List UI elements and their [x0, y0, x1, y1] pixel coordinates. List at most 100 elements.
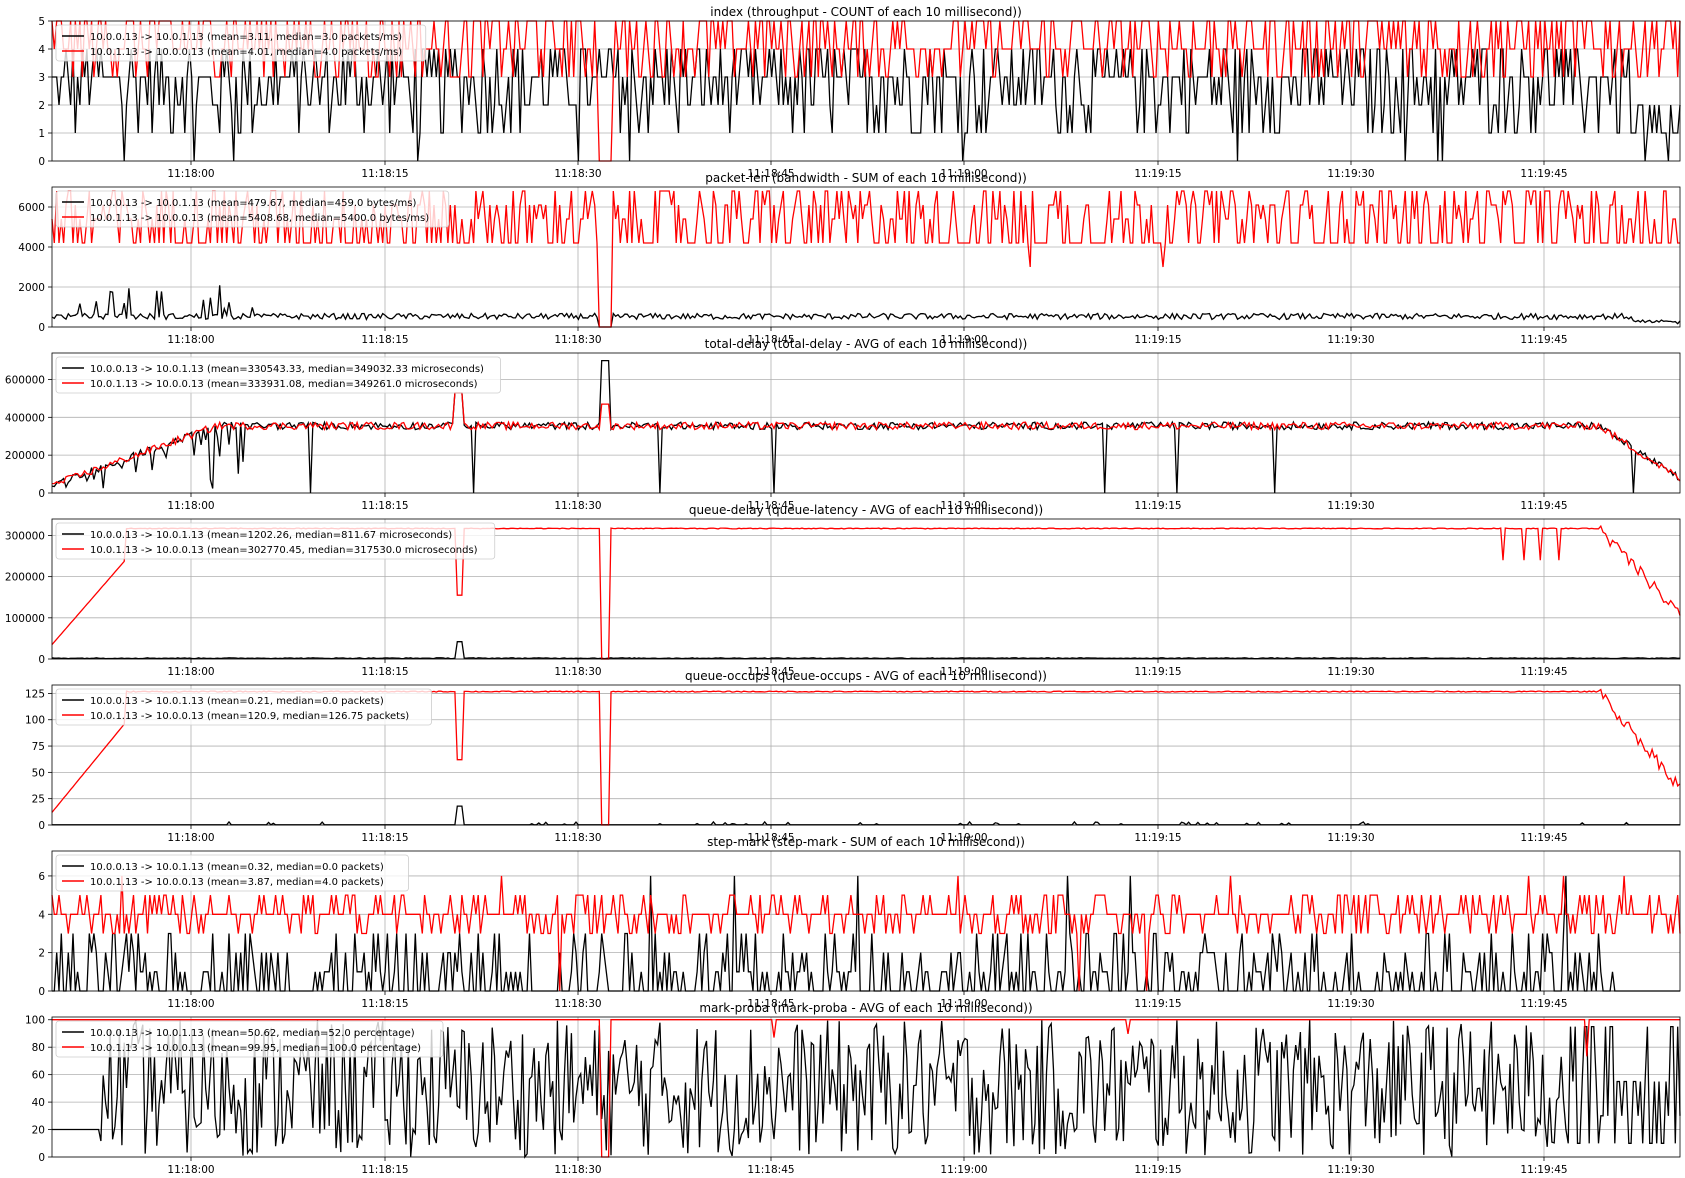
- x-tick-label: 11:18:30: [554, 168, 601, 180]
- x-tick-label: 11:19:15: [1134, 500, 1181, 512]
- y-tick-label: 0: [38, 986, 45, 998]
- y-tick-label: 25: [32, 794, 45, 806]
- y-tick-label: 0: [38, 820, 45, 832]
- x-tick-label: 11:18:30: [554, 1164, 601, 1176]
- x-tick-label: 11:19:15: [1134, 666, 1181, 678]
- x-tick-label: 11:19:45: [1520, 500, 1567, 512]
- legend: 10.0.0.13 -> 10.0.1.13 (mean=330543.33, …: [56, 357, 501, 393]
- x-tick-label: 11:19:00: [940, 1164, 987, 1176]
- x-tick-label: 11:19:45: [1520, 1164, 1567, 1176]
- legend: 10.0.0.13 -> 10.0.1.13 (mean=3.11, media…: [56, 25, 426, 61]
- y-tick-label: 0: [38, 322, 45, 334]
- x-tick-label: 11:19:30: [1327, 1164, 1374, 1176]
- legend-label-2: 10.0.1.13 -> 10.0.0.13 (mean=99.95, medi…: [90, 1043, 421, 1054]
- x-tick-label: 11:18:30: [554, 998, 601, 1010]
- subplot-title: mark-proba (mark-proba - AVG of each 10 …: [699, 1001, 1032, 1015]
- y-tick-label: 300000: [5, 530, 45, 542]
- legend-label-2: 10.0.1.13 -> 10.0.0.13 (mean=120.9, medi…: [90, 711, 409, 722]
- legend: 10.0.0.13 -> 10.0.1.13 (mean=479.67, med…: [56, 191, 449, 227]
- y-tick-label: 75: [32, 741, 45, 753]
- x-tick-label: 11:18:45: [747, 1164, 794, 1176]
- x-tick-label: 11:19:45: [1520, 666, 1567, 678]
- x-tick-label: 11:19:15: [1134, 832, 1181, 844]
- x-tick-label: 11:19:15: [1134, 1164, 1181, 1176]
- x-tick-label: 11:18:30: [554, 666, 601, 678]
- x-tick-label: 11:19:45: [1520, 334, 1567, 346]
- y-tick-label: 200000: [5, 450, 45, 462]
- y-tick-label: 2: [38, 100, 45, 112]
- x-tick-label: 11:18:00: [167, 334, 214, 346]
- legend-label-1: 10.0.0.13 -> 10.0.1.13 (mean=50.62, medi…: [90, 1028, 415, 1039]
- legend-label-2: 10.0.1.13 -> 10.0.0.13 (mean=5408.68, me…: [90, 213, 429, 224]
- x-tick-label: 11:18:00: [167, 168, 214, 180]
- legend-label-1: 10.0.0.13 -> 10.0.1.13 (mean=330543.33, …: [90, 364, 484, 375]
- x-tick-label: 11:19:45: [1520, 998, 1567, 1010]
- subplot-title: queue-occups (queue-occups - AVG of each…: [685, 669, 1047, 683]
- y-tick-label: 6: [38, 871, 45, 883]
- subplot-2: packet-len (bandwidth - SUM of each 10 m…: [18, 171, 1680, 346]
- x-tick-label: 11:19:45: [1520, 168, 1567, 180]
- legend: 10.0.0.13 -> 10.0.1.13 (mean=0.21, media…: [56, 689, 432, 725]
- subplot-4: queue-delay (queue-latency - AVG of each…: [5, 503, 1680, 678]
- x-tick-label: 11:18:15: [361, 168, 408, 180]
- x-tick-label: 11:19:15: [1134, 998, 1181, 1010]
- legend-label-1: 10.0.0.13 -> 10.0.1.13 (mean=479.67, med…: [90, 198, 416, 209]
- y-tick-label: 50: [32, 767, 45, 779]
- subplot-title: step-mark (step-mark - SUM of each 10 mi…: [707, 835, 1025, 849]
- legend: 10.0.0.13 -> 10.0.1.13 (mean=1202.26, me…: [56, 523, 495, 559]
- x-tick-label: 11:18:15: [361, 832, 408, 844]
- x-tick-label: 11:18:30: [554, 500, 601, 512]
- y-tick-label: 5: [38, 16, 45, 28]
- y-tick-label: 0: [38, 654, 45, 666]
- y-tick-label: 100000: [5, 613, 45, 625]
- y-tick-label: 0: [38, 156, 45, 168]
- y-tick-label: 2000: [18, 282, 45, 294]
- x-tick-label: 11:18:30: [554, 832, 601, 844]
- y-tick-label: 60: [32, 1070, 45, 1082]
- y-tick-label: 4000: [18, 242, 45, 254]
- subplot-title: total-delay (total-delay - AVG of each 1…: [705, 337, 1028, 351]
- x-tick-label: 11:18:00: [167, 500, 214, 512]
- x-tick-label: 11:18:30: [554, 334, 601, 346]
- subplot-6: step-mark (step-mark - SUM of each 10 mi…: [38, 835, 1680, 1010]
- x-tick-label: 11:19:30: [1327, 168, 1374, 180]
- legend: 10.0.0.13 -> 10.0.1.13 (mean=50.62, medi…: [56, 1021, 443, 1057]
- x-tick-label: 11:19:30: [1327, 334, 1374, 346]
- legend-label-2: 10.0.1.13 -> 10.0.0.13 (mean=3.87, media…: [90, 877, 384, 888]
- x-tick-label: 11:19:45: [1520, 832, 1567, 844]
- legend-label-1: 10.0.0.13 -> 10.0.1.13 (mean=0.32, media…: [90, 862, 384, 873]
- x-tick-label: 11:19:15: [1134, 168, 1181, 180]
- y-tick-label: 4: [38, 44, 45, 56]
- subplot-title: index (throughput - COUNT of each 10 mil…: [710, 5, 1022, 19]
- y-tick-label: 20: [32, 1125, 45, 1137]
- subplot-1: index (throughput - COUNT of each 10 mil…: [38, 5, 1680, 180]
- x-tick-label: 11:19:30: [1327, 666, 1374, 678]
- y-tick-label: 4: [38, 909, 45, 921]
- legend: 10.0.0.13 -> 10.0.1.13 (mean=0.32, media…: [56, 855, 409, 891]
- x-tick-label: 11:18:00: [167, 832, 214, 844]
- legend-label-1: 10.0.0.13 -> 10.0.1.13 (mean=3.11, media…: [90, 32, 402, 43]
- legend-label-1: 10.0.0.13 -> 10.0.1.13 (mean=0.21, media…: [90, 696, 384, 707]
- y-tick-label: 400000: [5, 412, 45, 424]
- y-tick-label: 1: [38, 128, 45, 140]
- legend-label-1: 10.0.0.13 -> 10.0.1.13 (mean=1202.26, me…: [90, 530, 452, 541]
- y-tick-label: 3: [38, 72, 45, 84]
- legend-label-2: 10.0.1.13 -> 10.0.0.13 (mean=4.01, media…: [90, 47, 402, 58]
- legend-label-2: 10.0.1.13 -> 10.0.0.13 (mean=333931.08, …: [90, 379, 478, 390]
- x-tick-label: 11:19:30: [1327, 832, 1374, 844]
- x-tick-label: 11:18:15: [361, 998, 408, 1010]
- subplot-title: queue-delay (queue-latency - AVG of each…: [689, 503, 1043, 517]
- x-tick-label: 11:18:15: [361, 1164, 408, 1176]
- x-tick-label: 11:18:15: [361, 666, 408, 678]
- y-tick-label: 100: [25, 1015, 45, 1027]
- y-tick-label: 0: [38, 488, 45, 500]
- subplot-7: mark-proba (mark-proba - AVG of each 10 …: [25, 1001, 1680, 1176]
- subplot-title: packet-len (bandwidth - SUM of each 10 m…: [705, 171, 1027, 185]
- x-tick-label: 11:19:30: [1327, 998, 1374, 1010]
- x-tick-label: 11:18:15: [361, 334, 408, 346]
- y-tick-label: 6000: [18, 202, 45, 214]
- y-tick-label: 0: [38, 1152, 45, 1164]
- y-tick-label: 100: [25, 715, 45, 727]
- x-tick-label: 11:19:15: [1134, 334, 1181, 346]
- y-tick-label: 200000: [5, 572, 45, 584]
